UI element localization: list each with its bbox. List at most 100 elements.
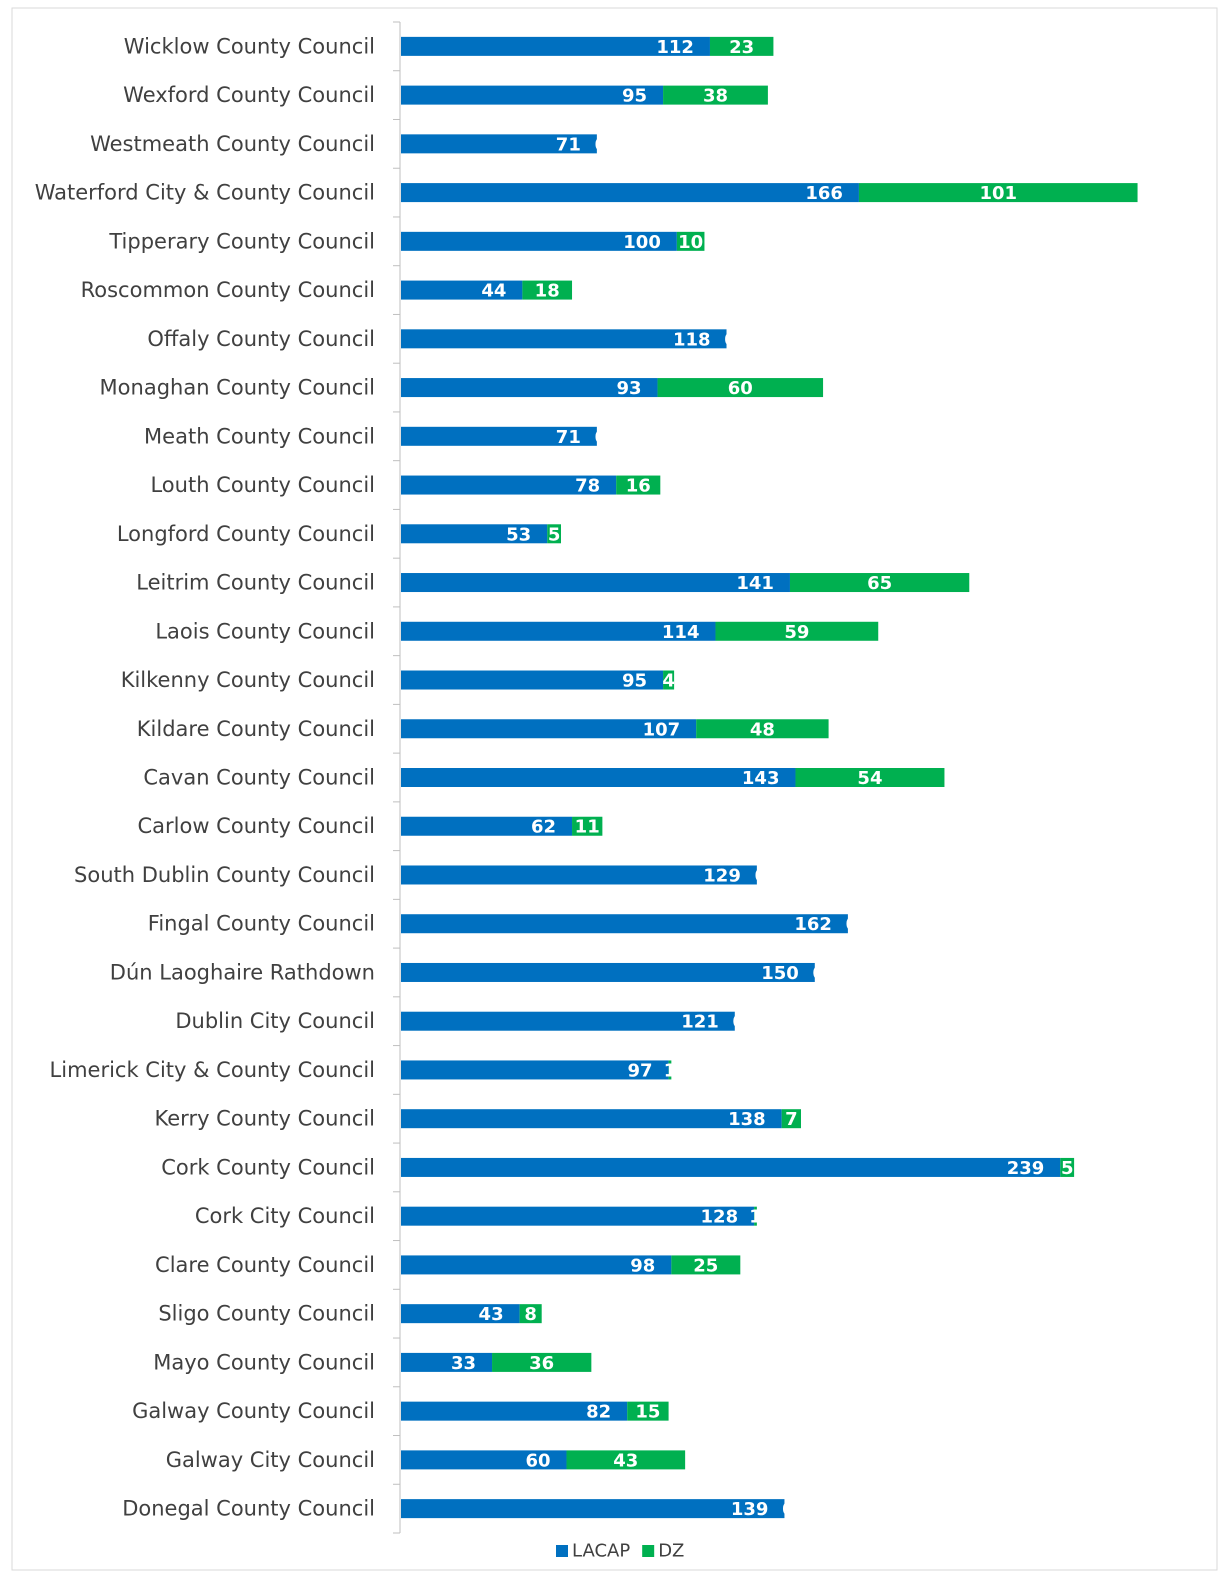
value-label: 129 [703,865,741,886]
bar-segment [401,816,573,836]
bar-segment [715,621,879,641]
value-label: 5 [548,524,561,545]
bar-segment [401,865,757,885]
bar-segment [663,670,675,690]
value-label: 95 [622,86,647,107]
bar-segment [401,768,796,787]
category-label: Wexford County Council [123,83,375,107]
value-label: 16 [626,476,651,497]
bar-segment [572,816,603,836]
bar-segment [676,231,705,251]
bar-segment [401,280,523,300]
category-label: Wicklow County Council [124,34,375,58]
category-label: Cork City Council [195,1204,375,1228]
bar-segment [1060,1157,1075,1177]
category-label: Clare County Council [155,1253,375,1277]
value-label: 71 [556,427,581,448]
value-label: 1 [749,1207,762,1228]
bar-segment [401,183,859,203]
value-label: 100 [623,232,661,253]
value-label: 239 [1007,1158,1045,1179]
category-label: Laois County Council [155,619,375,643]
value-label: 15 [635,1402,660,1423]
category-label: Roscommon County Council [81,278,375,302]
value-label: 62 [531,817,556,838]
category-label: Limerick City & County Council [50,1058,375,1082]
bar-segment [616,475,661,495]
category-label: Meath County Council [144,424,375,448]
bar-segment [671,1255,741,1275]
value-label: 71 [556,134,581,155]
value-label: 139 [731,1499,769,1520]
bar-segment [547,524,561,544]
value-label: 60 [525,1450,550,1471]
value-label: 101 [979,183,1017,204]
bar-segment [858,183,1138,203]
bar-segment [401,1401,628,1421]
value-label: 53 [506,524,531,545]
category-label: Westmeath County Council [90,132,375,156]
category-label: Fingal County Council [148,912,375,936]
value-label: 82 [586,1402,611,1423]
value-label: 7 [785,1109,798,1130]
bar-segment [401,378,658,398]
value-label: 65 [867,573,892,594]
value-label: 10 [678,232,703,253]
category-label: Galway City Council [166,1448,375,1472]
value-label: 93 [616,378,641,399]
value-label: 0 [813,963,826,984]
value-label: 44 [481,281,506,302]
legend-label: DZ [658,1541,684,1562]
legend-swatch [556,1545,568,1557]
bar-segment [401,719,697,739]
bar-segment [401,1060,669,1080]
bar-segment [401,329,727,349]
value-label: 33 [451,1353,476,1374]
value-label: 8 [524,1304,537,1325]
value-label: 138 [728,1109,766,1130]
value-label: 11 [575,817,600,838]
bar-segment [401,1255,672,1275]
value-label: 95 [622,671,647,692]
value-label: 97 [628,1060,653,1081]
category-label: Louth County Council [150,473,375,497]
bar-segment [696,719,829,739]
category-label: Dublin City Council [175,1009,375,1033]
bar-segment [401,85,664,105]
bar-segment [795,768,945,787]
category-label: Cavan County Council [143,766,375,790]
bar-segment [663,85,768,105]
bar-segment [401,524,548,544]
value-label: 166 [805,183,843,204]
bar-segment [401,426,597,446]
value-label: 0 [755,865,768,886]
category-label: Mayo County Council [153,1350,375,1374]
bar-segment [401,573,790,593]
value-label: 43 [479,1304,504,1325]
value-label: 59 [784,622,809,643]
bar-segment [668,1060,672,1080]
bar-segment [627,1401,669,1421]
bar-segment [401,1109,782,1129]
category-label: Longford County Council [117,522,375,546]
value-label: 114 [662,622,700,643]
value-label: 162 [794,914,832,935]
category-label: Galway County Council [132,1399,375,1423]
value-label: 43 [613,1450,638,1471]
value-label: 48 [750,719,775,740]
category-label: Monaghan County Council [100,376,375,400]
value-label: 118 [673,329,711,350]
value-label: 98 [630,1255,655,1276]
value-label: 112 [656,37,694,58]
value-label: 0 [595,427,608,448]
category-label: Tipperary County Council [108,229,375,253]
bar-segment [401,1011,735,1031]
bar-segment [401,1304,520,1324]
legend-label: LACAP [572,1541,630,1562]
value-label: 107 [643,719,681,740]
category-label: South Dublin County Council [74,863,375,887]
bar-segment [401,1450,567,1470]
bar-segment [401,1157,1061,1177]
value-label: 5 [1061,1158,1074,1179]
bar-segment [519,1304,542,1324]
